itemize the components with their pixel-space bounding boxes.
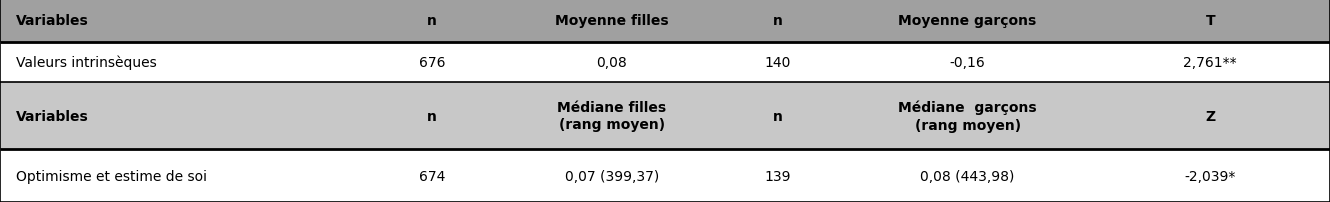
Text: Médiane filles
(rang moyen): Médiane filles (rang moyen): [557, 101, 666, 132]
Text: n: n: [427, 109, 438, 123]
Text: 676: 676: [419, 56, 446, 69]
Text: T: T: [1205, 14, 1216, 28]
Text: 0,08 (443,98): 0,08 (443,98): [920, 169, 1015, 183]
Text: Z: Z: [1205, 109, 1216, 123]
Text: Variables: Variables: [16, 14, 89, 28]
Text: Moyenne filles: Moyenne filles: [555, 14, 669, 28]
Text: n: n: [427, 14, 438, 28]
Text: 2,761**: 2,761**: [1184, 56, 1237, 69]
Text: Variables: Variables: [16, 109, 89, 123]
Text: 0,07 (399,37): 0,07 (399,37): [565, 169, 658, 183]
Text: n: n: [773, 14, 783, 28]
Text: 140: 140: [765, 56, 791, 69]
Text: 674: 674: [419, 169, 446, 183]
Bar: [0, 149, 1330, 202]
Text: Optimisme et estime de soi: Optimisme et estime de soi: [16, 169, 207, 183]
Text: -2,039*: -2,039*: [1185, 169, 1236, 183]
Text: -0,16: -0,16: [950, 56, 986, 69]
Bar: [0, 0, 1330, 42]
Text: n: n: [773, 109, 783, 123]
Text: 0,08: 0,08: [596, 56, 628, 69]
Bar: [0, 83, 1330, 149]
Bar: [0, 42, 1330, 83]
Text: Moyenne garçons: Moyenne garçons: [899, 14, 1036, 28]
Text: 139: 139: [765, 169, 791, 183]
Text: Valeurs intrinsèques: Valeurs intrinsèques: [16, 55, 157, 70]
Text: Médiane  garçons
(rang moyen): Médiane garçons (rang moyen): [898, 100, 1037, 132]
